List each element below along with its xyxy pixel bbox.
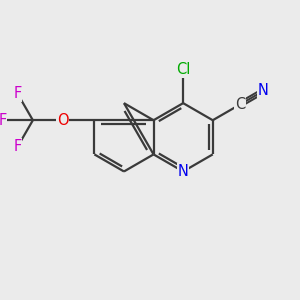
Text: F: F [14, 139, 22, 154]
Text: Cl: Cl [176, 62, 190, 77]
Text: F: F [14, 86, 22, 101]
Text: N: N [178, 164, 189, 179]
Text: C: C [235, 97, 245, 112]
Text: O: O [57, 113, 69, 128]
Text: N: N [258, 83, 269, 98]
Text: F: F [0, 113, 7, 128]
